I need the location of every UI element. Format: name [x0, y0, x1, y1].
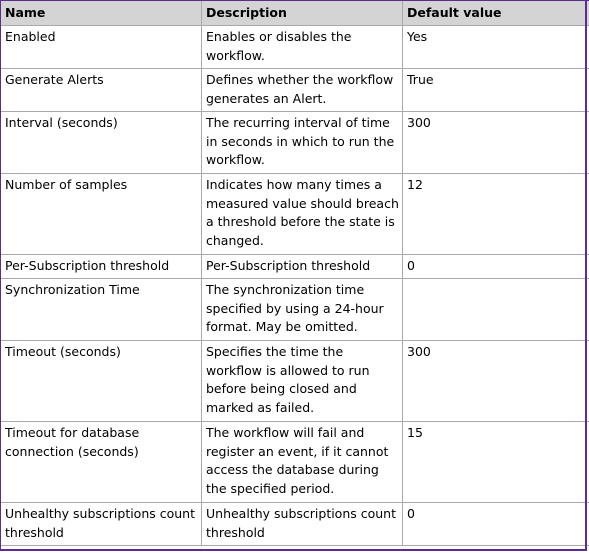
cell-default-value: 15	[402, 421, 589, 503]
cell-description: The synchronization time specified by us…	[201, 278, 403, 341]
column-header-name: Name	[0, 0, 202, 26]
column-header-default-value: Default value	[402, 0, 589, 26]
cell-default-value: True	[402, 68, 589, 112]
cell-default-value: 0	[402, 502, 589, 546]
cell-name: Enabled	[0, 25, 202, 69]
cell-name: Timeout (seconds)	[0, 340, 202, 422]
cell-default-value: 12	[402, 173, 589, 255]
cell-description: Defines whether the workflow generates a…	[201, 68, 403, 112]
cell-description: Unhealthy subscriptions count threshold	[201, 502, 403, 546]
cell-default-value	[402, 278, 589, 341]
table-row: Timeout for database connection (seconds…	[0, 421, 589, 503]
cell-name: Interval (seconds)	[0, 111, 202, 174]
table-row: Per-Subscription threshold Per-Subscript…	[0, 254, 589, 279]
cell-name: Number of samples	[0, 173, 202, 255]
table-row: Number of samples Indicates how many tim…	[0, 173, 589, 255]
cell-name: Generate Alerts	[0, 68, 202, 112]
cell-description: The recurring interval of time in second…	[201, 111, 403, 174]
cell-name: Synchronization Time	[0, 278, 202, 341]
cell-name: Per-Subscription threshold	[0, 254, 202, 279]
cell-default-value: 0	[402, 254, 589, 279]
cell-description: Per-Subscription threshold	[201, 254, 403, 279]
cell-description: Specifies the time the workflow is allow…	[201, 340, 403, 422]
table-row: Timeout (seconds) Specifies the time the…	[0, 340, 589, 422]
cell-default-value: Yes	[402, 25, 589, 69]
cell-name: Timeout for database connection (seconds…	[0, 421, 202, 503]
table-header-row: Name Description Default value	[0, 0, 589, 26]
table-row: Synchronization Time The synchronization…	[0, 278, 589, 341]
table-row: Unhealthy subscriptions count threshold …	[0, 502, 589, 546]
cell-description: Indicates how many times a measured valu…	[201, 173, 403, 255]
table-row: Generate Alerts Defines whether the work…	[0, 68, 589, 112]
cell-default-value: 300	[402, 111, 589, 174]
cell-default-value: 300	[402, 340, 589, 422]
cell-description: Enables or disables the workflow.	[201, 25, 403, 69]
table-row: Interval (seconds) The recurring interva…	[0, 111, 589, 174]
cell-name: Unhealthy subscriptions count threshold	[0, 502, 202, 546]
column-header-description: Description	[201, 0, 403, 26]
cell-description: The workflow will fail and register an e…	[201, 421, 403, 503]
table-row: Enabled Enables or disables the workflow…	[0, 25, 589, 69]
